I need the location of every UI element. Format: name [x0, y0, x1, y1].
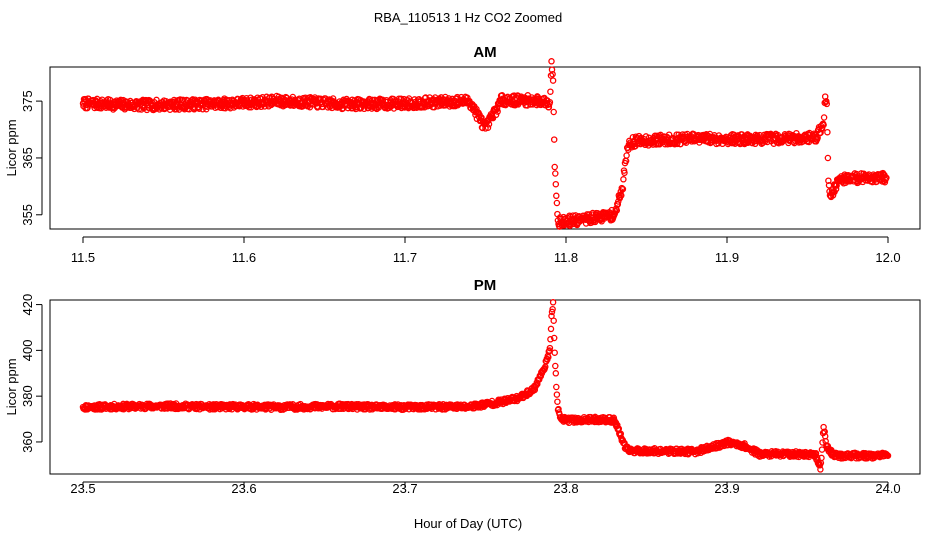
series-points — [79, 58, 890, 230]
data-point — [547, 336, 554, 343]
x-tick-label: 24.0 — [875, 481, 900, 496]
data-point — [549, 299, 557, 306]
data-point — [553, 391, 561, 398]
data-point — [484, 124, 492, 131]
data-point — [546, 344, 554, 352]
x-tick-label: 11.6 — [232, 250, 256, 265]
x-tick-label: 11.9 — [715, 250, 739, 265]
panel-title: PM — [474, 277, 497, 294]
x-tick-label: 23.9 — [714, 481, 739, 496]
data-point — [550, 108, 557, 116]
series-points — [79, 299, 892, 473]
panel-pm: PM 23.5 23.6 23.7 23.8 23.9 24.0 360 380 400 420 Li… — [4, 277, 921, 496]
data-point — [614, 201, 622, 208]
data-point — [817, 466, 824, 473]
x-tick-label: 23.8 — [553, 481, 578, 496]
data-point — [614, 421, 621, 429]
data-point — [131, 105, 138, 113]
data-point — [552, 180, 560, 188]
data-point — [820, 121, 827, 129]
data-point — [548, 308, 556, 316]
data-point — [615, 198, 622, 205]
data-point — [818, 454, 825, 462]
y-tick-label: 380 — [20, 385, 35, 407]
panel-title: AM — [473, 44, 496, 61]
data-point — [548, 58, 555, 65]
data-point — [812, 450, 820, 457]
data-point — [553, 192, 560, 200]
data-point — [550, 334, 558, 342]
data-point — [551, 163, 558, 171]
x-tick-label: 23.5 — [70, 481, 95, 496]
data-point — [618, 192, 625, 199]
data-point — [546, 98, 554, 106]
data-point — [824, 128, 831, 136]
data-point — [553, 383, 560, 391]
data-point — [552, 170, 559, 177]
x-tick-label: 11.7 — [393, 250, 417, 265]
plot-frame — [49, 299, 921, 475]
x-tick-label: 23.6 — [231, 481, 256, 496]
data-point — [823, 98, 830, 105]
data-point — [613, 207, 621, 214]
data-point — [554, 398, 561, 405]
data-point — [823, 100, 831, 108]
data-point — [629, 133, 637, 141]
y-axis-title: Licor ppm — [4, 119, 19, 176]
data-point — [492, 111, 500, 119]
data-point — [551, 349, 558, 356]
y-tick-label: 360 — [20, 431, 35, 453]
data-point — [623, 152, 630, 159]
data-point — [620, 176, 627, 183]
data-point — [547, 88, 554, 95]
data-point — [884, 452, 892, 459]
data-point — [549, 77, 557, 84]
x-tick-label: 11.8 — [554, 250, 578, 265]
data-point — [621, 169, 628, 177]
y-tick-label: 365 — [20, 147, 35, 169]
data-point — [619, 185, 627, 193]
y-tick-label: 400 — [20, 340, 35, 362]
data-point — [485, 120, 493, 128]
data-point — [824, 154, 832, 162]
y-axis-title: Licor ppm — [4, 358, 19, 415]
data-point — [883, 174, 890, 182]
x-tick-label: 11.5 — [71, 250, 95, 265]
data-point — [494, 108, 501, 115]
data-point — [820, 114, 828, 121]
x-tick-label: 23.7 — [392, 481, 417, 496]
x-axis-title: Hour of Day (UTC) — [414, 516, 522, 531]
data-point — [552, 362, 559, 370]
x-tick-label: 12.0 — [875, 250, 900, 265]
data-point — [617, 430, 625, 438]
data-point — [829, 192, 837, 199]
data-point — [550, 136, 558, 143]
data-point — [533, 381, 540, 389]
data-point — [356, 105, 364, 112]
panel-am: AM 11.5 11.6 11.7 11.8 11.9 12.0 355 365 375Licor… — [4, 44, 921, 265]
data-point — [547, 325, 555, 333]
y-tick-label: 375 — [20, 90, 35, 112]
y-tick-label: 355 — [20, 204, 35, 226]
plot-frame — [49, 66, 921, 230]
data-point — [552, 370, 560, 377]
y-tick-label: 420 — [20, 294, 35, 316]
data-point — [536, 376, 543, 383]
data-point — [832, 185, 840, 193]
figure-title: RBA_110513 1 Hz CO2 Zoomed — [374, 10, 562, 25]
data-point — [553, 199, 561, 207]
data-point — [550, 317, 557, 324]
data-point — [585, 211, 593, 218]
data-point — [549, 70, 556, 78]
data-point — [549, 305, 556, 313]
